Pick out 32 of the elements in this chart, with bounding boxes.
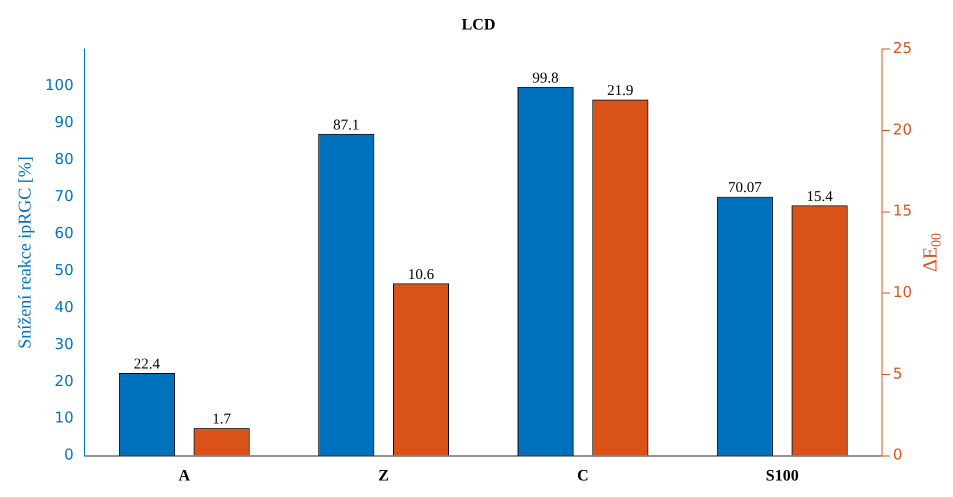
data-label: 22.4	[134, 356, 161, 372]
x-tick-label: C	[577, 468, 589, 485]
data-label: 10.6	[408, 266, 435, 283]
data-label: 1.7	[212, 412, 232, 428]
y2-tick-label: 25	[892, 39, 912, 58]
y2-tick-label: 10	[892, 283, 912, 302]
y-tick-label: 30	[54, 334, 74, 353]
data-label: 15.4	[806, 188, 834, 205]
y-tick-label: 10	[54, 408, 74, 427]
y2-tick-label: 0	[892, 446, 902, 464]
y-tick-label: 0	[64, 446, 74, 464]
y-tick-label: 80	[54, 150, 74, 168]
y2-tick-label: 15	[892, 202, 912, 220]
x-tick-label: Z	[378, 468, 389, 485]
y-tick-label: 70	[54, 186, 74, 205]
y2-axis-title: ΔE00	[919, 232, 945, 272]
x-tick-label: A	[178, 468, 191, 485]
data-label: 99.8	[532, 70, 559, 86]
y-tick-label: 20	[54, 372, 74, 390]
y2-tick-label: 5	[892, 364, 902, 382]
y-axis-title: Snížení reakce ipRGC [%]	[14, 156, 35, 349]
y-tick-label: 100	[44, 76, 74, 94]
data-label: 21.9	[607, 83, 634, 100]
y2-tick-label: 20	[892, 120, 912, 138]
y-tick-label: 40	[54, 298, 74, 316]
data-label: 70.07	[728, 180, 762, 196]
y-tick-label: 90	[54, 113, 74, 132]
x-tick-label: S100	[766, 468, 799, 485]
chart-title: LCD	[462, 16, 496, 34]
y-tick-label: 60	[54, 224, 74, 242]
y-tick-label: 50	[54, 260, 74, 279]
data-label: 87.1	[333, 117, 360, 134]
